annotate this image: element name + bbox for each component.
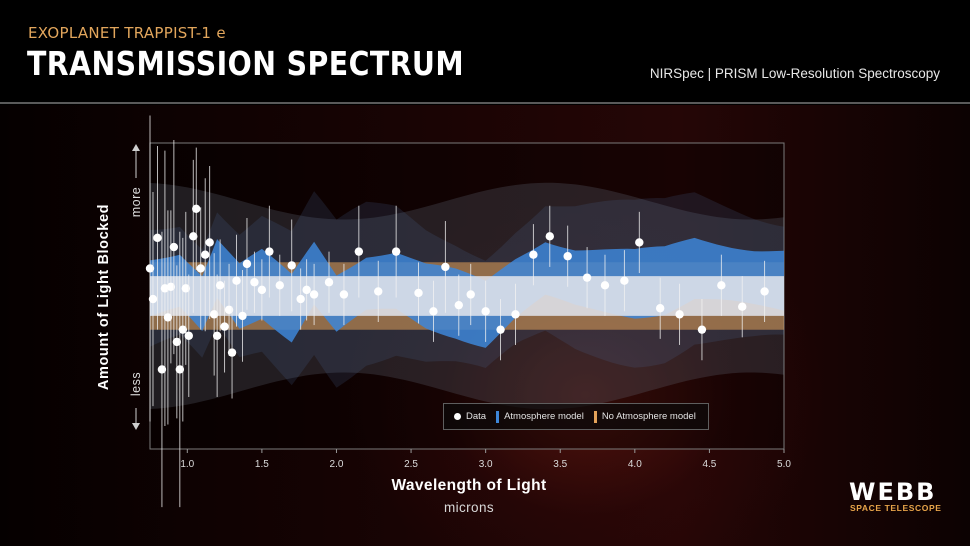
data-point [675,310,684,319]
data-point [760,287,769,296]
data-point [175,365,185,374]
x-tick-label: 2.0 [330,459,344,470]
x-tick-label: 4.0 [628,459,642,470]
x-tick-label: 3.0 [479,459,493,470]
legend-label-no-atmosphere: No Atmosphere model [601,411,696,422]
data-point [145,264,155,273]
data-point [620,276,629,285]
data-point [296,294,305,304]
data-point [209,310,219,319]
data-point [257,285,267,295]
data-point [429,307,438,316]
data-point-swatch [454,413,461,420]
data-point [717,281,726,290]
y-arrow-up-icon [132,144,140,151]
x-tick-label: 4.5 [702,459,716,470]
data-point [232,276,241,285]
data-point [265,247,274,256]
legend-item-data: Data [454,411,486,422]
data-point [163,313,173,322]
webb-logo-subtitle: SPACE TELESCOPE [850,503,942,513]
data-point [655,304,665,313]
data-point [224,305,234,314]
data-point [148,294,158,304]
x-tick-label: 1.0 [180,459,194,470]
data-point [466,290,475,299]
x-tick-label: 5.0 [777,459,791,470]
data-point [324,278,334,287]
data-point [212,331,222,340]
data-point [275,281,284,290]
data-point [339,290,349,299]
data-point [196,264,205,273]
data-point [496,325,505,334]
data-point [250,278,259,287]
x-tick-label: 3.5 [553,459,567,470]
data-point [287,261,296,270]
x-tick-label: 1.5 [255,459,269,470]
legend-label-data: Data [466,411,487,422]
chart-legend: Data Atmosphere model No Atmosphere mode… [443,403,709,430]
data-point [220,322,229,331]
data-point [169,242,179,252]
y-arrow-down-icon [132,423,140,430]
data-point [178,325,188,334]
data-point [227,348,237,357]
y-axis-more-label: more [129,186,143,218]
instrument-label: NIRSpec | PRISM Low-Resolution Spectrosc… [649,66,940,81]
data-point [153,233,162,243]
chart-title: TRANSMISSION SPECTRUM [27,44,465,83]
y-axis-label: Amount of Light Blocked [96,203,112,391]
chart-subtitle: EXOPLANET TRAPPIST-1 e [28,24,226,42]
data-point [192,204,201,213]
data-point [354,247,364,256]
data-point [166,282,176,292]
x-axis-unit: microns [443,500,495,515]
data-point [238,311,247,321]
legend-item-atmosphere: Atmosphere model [496,410,584,423]
x-tick-label: 2.5 [404,459,418,470]
data-point [172,337,182,347]
data-point [302,285,311,295]
data-point [481,307,490,316]
legend-label-atmosphere: Atmosphere model [504,411,584,422]
data-point [697,325,707,334]
data-point [184,331,193,340]
x-axis-label: Wavelength of Light [391,477,547,494]
data-point [454,300,463,310]
data-point [635,238,644,247]
data-point [582,273,592,282]
header-divider [0,102,970,104]
y-axis-less-label: less [129,371,143,397]
data-point [157,365,167,374]
data-point [511,310,520,319]
atmosphere-swatch [496,410,500,423]
data-point [189,232,198,241]
no-atmosphere-swatch [593,410,597,423]
data-point [200,250,210,259]
data-point [529,250,538,259]
data-point [374,287,383,296]
data-point [600,281,610,290]
legend-item-no-atmosphere: No Atmosphere model [593,410,696,423]
data-point [545,232,554,241]
data-point [309,290,319,299]
data-point [563,252,572,261]
data-point [738,302,747,311]
data-point [181,284,191,293]
data-point [441,262,450,272]
data-point [391,247,401,256]
data-point [215,281,225,290]
webb-logo: WEBB [849,478,937,506]
data-point [205,238,214,247]
data-point [242,259,252,269]
data-point [414,288,423,298]
